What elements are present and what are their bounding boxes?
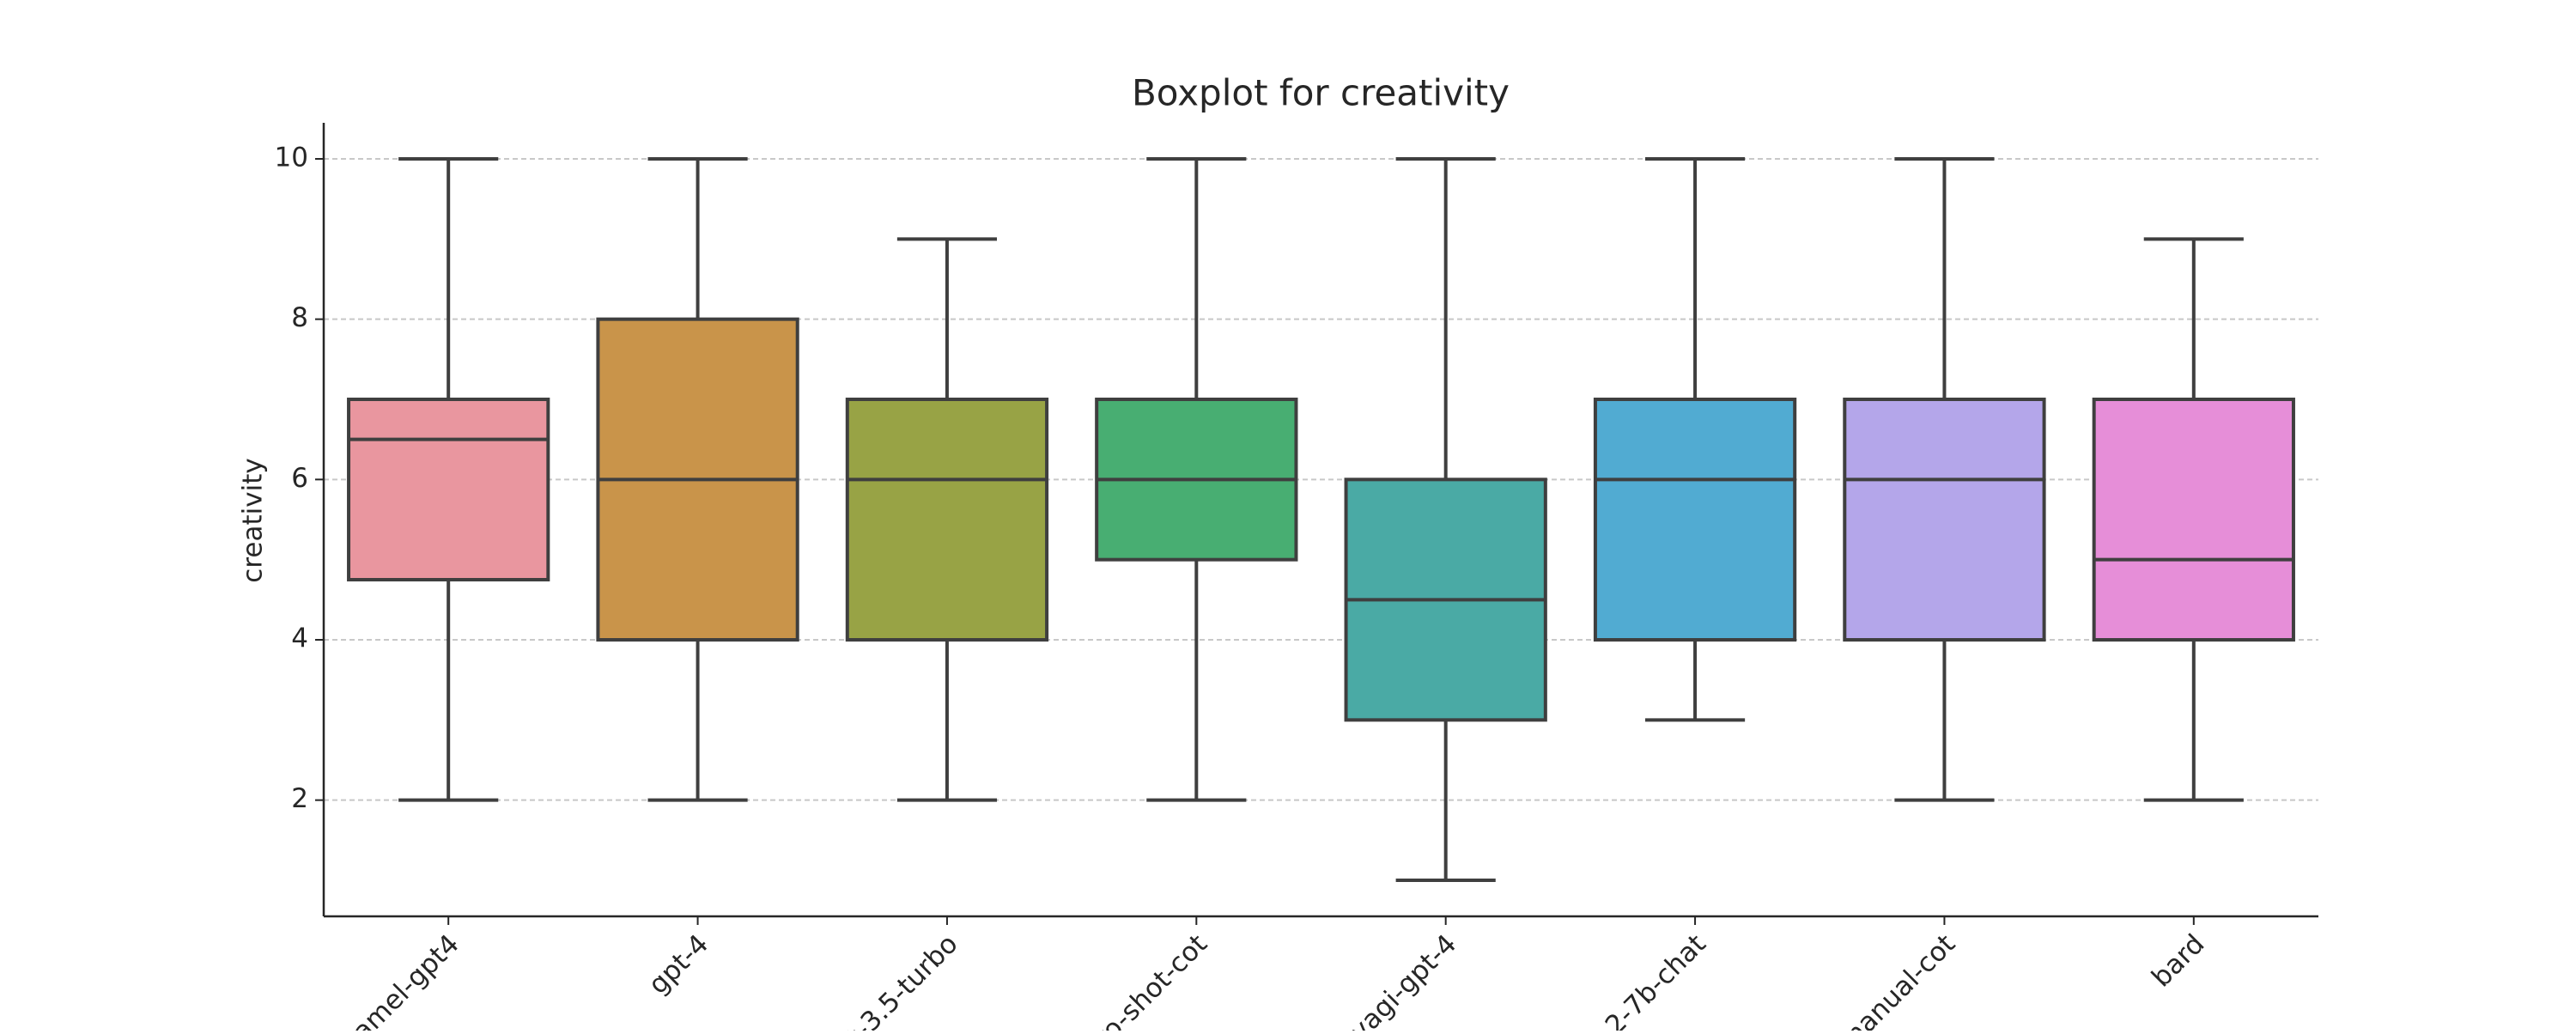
y-axis-label: creativity: [238, 458, 269, 582]
x-tick-label: bard: [2146, 928, 2210, 993]
x-tick-label: llama-2-7b-chat: [1540, 928, 1711, 1031]
box: [1843, 398, 2046, 642]
box: [2092, 398, 2295, 642]
y-tick-label: 10: [275, 143, 308, 173]
y-tick-label: 8: [291, 302, 308, 333]
x-tick-label: manual-cot: [1833, 928, 1962, 1031]
box: [845, 398, 1049, 642]
chart-title: Boxplot for creativity: [1132, 72, 1510, 114]
x-tick-label: zero-shot-cot: [1067, 928, 1213, 1031]
x-tick-label: babyagi-gpt-4: [1309, 928, 1462, 1031]
box: [1593, 398, 1797, 642]
x-tick-label: gpt-3.5-turbo: [817, 928, 963, 1031]
x-tick-label: camel-gpt4: [337, 928, 465, 1031]
y-tick-label: 6: [291, 463, 308, 494]
y-tick-label: 2: [291, 783, 308, 814]
x-tick-label: gpt-4: [642, 928, 714, 1001]
y-tick-label: 4: [291, 623, 308, 654]
box: [347, 398, 550, 581]
